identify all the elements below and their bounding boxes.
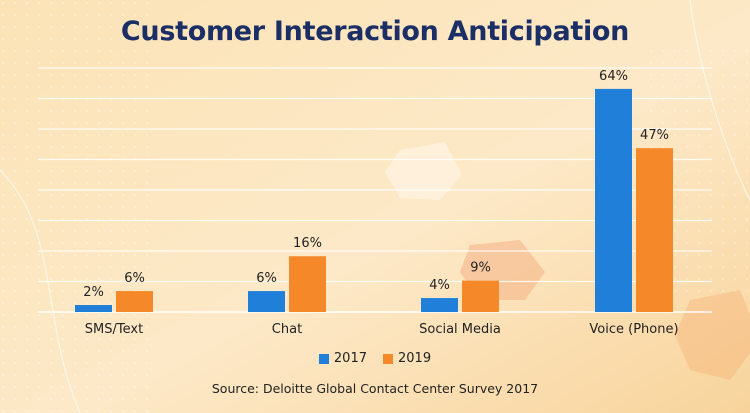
- legend-swatch-2017: [318, 353, 329, 364]
- chart-title: Customer Interaction Anticipation: [120, 16, 630, 47]
- legend-label-2017: 2017: [333, 351, 367, 366]
- bar-2019-2: [462, 280, 499, 312]
- data-label-2019-3: 47%: [640, 128, 669, 143]
- data-label-2019-2: 9%: [470, 261, 491, 276]
- bar-2019-1: [289, 256, 326, 312]
- bar-2017-3: [595, 88, 632, 313]
- bar-2017-1: [248, 291, 285, 312]
- value-labels: 2% 6% 6% 16% 4% 9% 64% 47%: [83, 69, 669, 300]
- legend: 2017 2019: [0, 351, 750, 366]
- category-label-3: Voice (Phone): [589, 322, 678, 337]
- data-label-2019-0: 6%: [124, 271, 145, 286]
- bar-2017-2: [421, 298, 458, 312]
- bars: [75, 88, 673, 313]
- data-label-2017-3: 64%: [599, 69, 628, 84]
- legend-item-2019: 2019: [383, 351, 431, 366]
- data-label-2017-2: 4%: [429, 278, 450, 293]
- legend-item-2017: 2017: [318, 351, 367, 366]
- bar-2019-0: [116, 291, 153, 312]
- bar-2017-0: [75, 305, 112, 312]
- legend-label-2019: 2019: [398, 351, 432, 366]
- bar-2019-3: [636, 148, 673, 312]
- data-label-2017-1: 6%: [256, 271, 277, 286]
- category-label-0: SMS/Text: [85, 322, 143, 337]
- source-note: Source: Deloitte Global Contact Center S…: [211, 381, 539, 396]
- data-label-2019-1: 16%: [293, 236, 322, 251]
- category-label-1: Chat: [272, 322, 302, 337]
- hexagon-decor: [385, 142, 462, 200]
- category-label-2: Social Media: [419, 322, 501, 337]
- data-label-2017-0: 2%: [83, 285, 104, 300]
- legend-swatch-2019: [383, 353, 393, 364]
- category-axis-labels: SMS/Text Chat Social Media Voice (Phone): [85, 322, 679, 337]
